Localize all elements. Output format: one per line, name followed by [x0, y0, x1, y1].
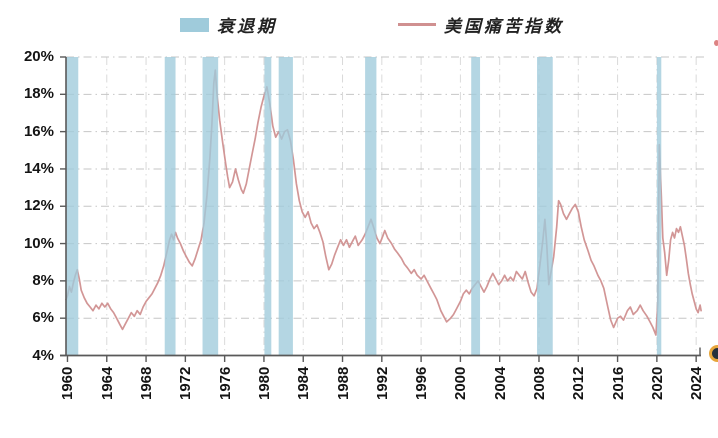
x-axis-label: 1988: [334, 366, 352, 400]
x-axis-label: 1968: [138, 366, 156, 400]
x-axis-label: 1996: [413, 366, 431, 400]
x-axis-label: 1960: [59, 366, 77, 400]
y-axis-label: 10%: [23, 234, 54, 252]
legend-recession-label: 衰退期: [217, 17, 277, 37]
x-axis-label: 1984: [295, 366, 313, 400]
y-axis-label: 20%: [23, 48, 54, 65]
y-axis-label: 8%: [32, 271, 54, 289]
clipped-right-edge-dot: [714, 40, 718, 46]
x-axis-label: 1972: [177, 366, 195, 400]
x-axis-label: 1964: [98, 366, 116, 400]
y-axis-label: 6%: [32, 309, 54, 327]
x-axis-label: 2000: [452, 366, 470, 400]
x-axis-label: 2024: [688, 366, 706, 400]
y-axis-label: 14%: [23, 159, 54, 177]
legend-series-item: 美国痛苦指数: [398, 12, 564, 37]
y-axis-label: 16%: [23, 122, 54, 140]
clipped-right-edge-badge: [709, 345, 718, 362]
y-axis-label: 4%: [32, 346, 54, 364]
x-axis-label: 2016: [609, 366, 627, 400]
x-axis-label: 2008: [530, 366, 548, 400]
x-axis-label: 1980: [255, 366, 273, 400]
recession-band-swatch: [180, 17, 209, 32]
x-axis-label: 1992: [373, 366, 391, 400]
series-line-swatch: [398, 23, 436, 26]
x-axis-label: 2004: [491, 366, 509, 400]
legend-series-label: 美国痛苦指数: [444, 17, 564, 37]
y-axis-label: 18%: [23, 85, 54, 103]
legend-recession-item: 衰退期: [180, 12, 277, 37]
x-axis-label: 2020: [648, 366, 666, 400]
x-axis-label: 1976: [216, 366, 234, 400]
x-axis-label: 2012: [570, 366, 588, 400]
y-axis-label: 12%: [23, 197, 54, 215]
